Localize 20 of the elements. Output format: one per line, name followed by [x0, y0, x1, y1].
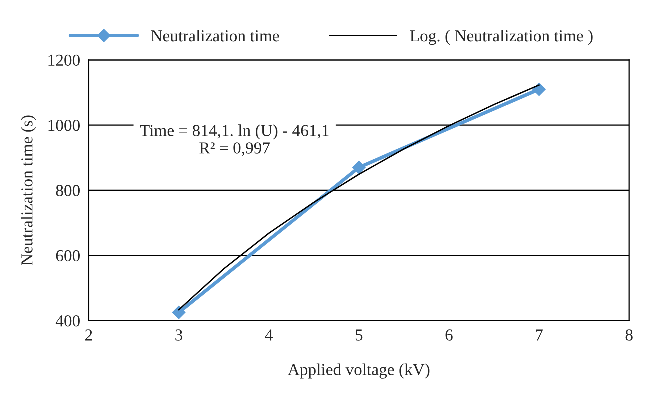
point: [172, 306, 186, 320]
x-tick-label: 2: [86, 330, 92, 341]
y-tick-label: 1000: [48, 120, 80, 132]
y-tick-label: 600: [56, 250, 80, 262]
x-tick-label: 5: [356, 330, 363, 341]
legend-label: Neutralization time: [151, 30, 280, 42]
x-tick-label: 6: [446, 330, 453, 341]
x-tick-label: 8: [626, 330, 633, 341]
annotation: Time = 814,1. ln (U) - 461,1 R² = 0,997: [140, 124, 329, 156]
point: [352, 161, 366, 174]
y-tick-label: 800: [56, 185, 80, 196]
y-tick-label: 1200: [48, 54, 80, 66]
x-tick-label: 7: [536, 330, 543, 341]
x-tick-label: 4: [265, 330, 273, 341]
legend-label: Log. ( Neutralization time ): [410, 30, 593, 46]
x-axis-title: Applied voltage (kV): [288, 364, 430, 379]
y-axis-title: Neutralization time (s): [21, 116, 36, 266]
y-tick-label: 400: [56, 316, 80, 327]
point: [532, 82, 546, 96]
x-tick-label: 3: [176, 330, 183, 341]
